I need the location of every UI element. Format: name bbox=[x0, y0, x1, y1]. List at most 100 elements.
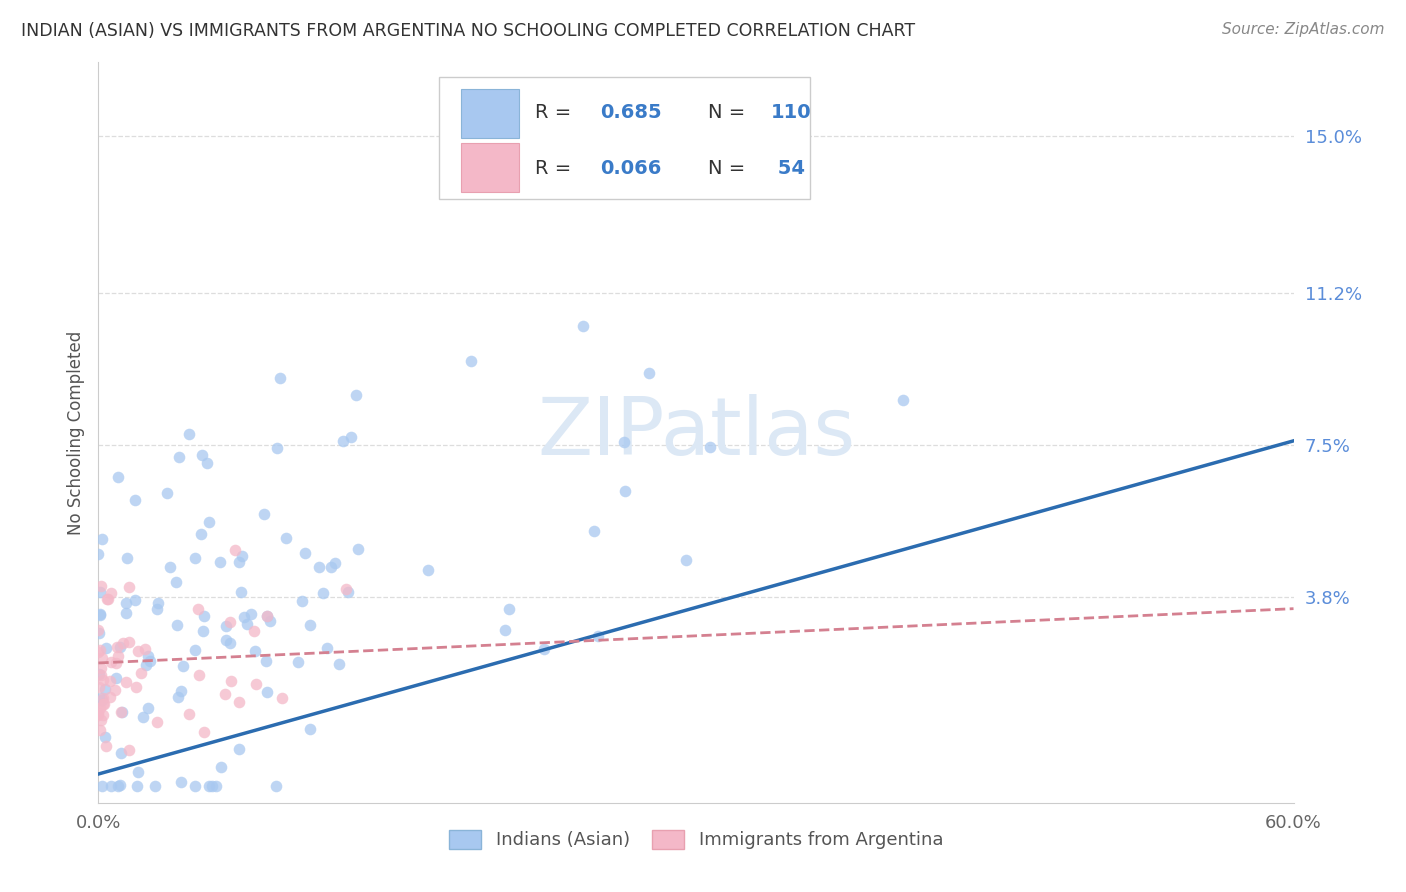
Point bbox=[572, 318, 595, 333]
Text: 110: 110 bbox=[772, 103, 811, 121]
Point bbox=[294, 546, 316, 560]
Point bbox=[148, 596, 170, 610]
Point bbox=[87, 706, 110, 721]
Point bbox=[205, 780, 228, 794]
Point bbox=[228, 555, 250, 569]
Point bbox=[215, 619, 238, 633]
Point bbox=[108, 778, 131, 792]
Point bbox=[270, 690, 292, 705]
Point bbox=[460, 354, 482, 368]
Y-axis label: No Schooling Completed: No Schooling Completed bbox=[66, 331, 84, 534]
Point bbox=[332, 434, 354, 449]
Point bbox=[91, 697, 114, 711]
Point bbox=[104, 671, 127, 685]
Point bbox=[98, 690, 121, 704]
Point bbox=[198, 780, 221, 794]
Point bbox=[219, 636, 242, 650]
Point bbox=[124, 493, 146, 508]
Point bbox=[146, 602, 169, 616]
Point bbox=[166, 574, 188, 589]
Point bbox=[264, 780, 287, 794]
Point bbox=[87, 547, 110, 561]
Point bbox=[219, 673, 242, 688]
Point bbox=[224, 543, 246, 558]
Point bbox=[91, 780, 114, 794]
Point bbox=[89, 607, 111, 622]
Point bbox=[179, 427, 201, 442]
Point bbox=[105, 640, 128, 654]
Text: ZIPatlas: ZIPatlas bbox=[537, 393, 855, 472]
Point bbox=[231, 549, 253, 563]
Point bbox=[94, 640, 117, 655]
Point bbox=[187, 601, 209, 615]
Point bbox=[638, 366, 661, 380]
Point bbox=[184, 551, 207, 566]
Point bbox=[93, 673, 115, 687]
Point bbox=[156, 486, 179, 500]
Point bbox=[89, 667, 111, 681]
Point bbox=[323, 556, 346, 570]
Point bbox=[193, 725, 215, 739]
Point bbox=[143, 780, 166, 794]
Point bbox=[298, 722, 321, 736]
Point bbox=[274, 531, 297, 545]
Point bbox=[256, 684, 278, 698]
Point bbox=[198, 515, 221, 529]
Point bbox=[87, 626, 110, 640]
Point bbox=[494, 623, 516, 637]
Point bbox=[582, 524, 605, 538]
Point bbox=[100, 780, 122, 794]
Point bbox=[344, 388, 367, 402]
Point bbox=[94, 681, 117, 696]
Point bbox=[98, 674, 121, 689]
Point bbox=[347, 541, 370, 556]
Point bbox=[89, 585, 111, 599]
Point bbox=[256, 609, 278, 624]
Point bbox=[107, 648, 129, 663]
Point bbox=[90, 714, 112, 728]
Point bbox=[184, 642, 207, 657]
Point bbox=[321, 560, 343, 574]
Point bbox=[170, 684, 193, 698]
Point bbox=[167, 450, 190, 465]
Point bbox=[245, 676, 267, 690]
Point bbox=[613, 435, 636, 450]
Point bbox=[112, 636, 135, 650]
Point bbox=[139, 654, 162, 668]
Point bbox=[259, 614, 281, 628]
Point bbox=[104, 682, 127, 697]
Point bbox=[90, 660, 112, 674]
Point bbox=[328, 657, 350, 671]
Point bbox=[93, 697, 115, 711]
Point bbox=[91, 651, 114, 665]
Point bbox=[100, 586, 122, 600]
Point bbox=[96, 592, 118, 607]
Point bbox=[177, 706, 200, 721]
Point bbox=[586, 629, 609, 643]
Point bbox=[209, 760, 232, 774]
Point bbox=[232, 610, 254, 624]
Point bbox=[91, 707, 114, 722]
Point bbox=[90, 668, 112, 682]
Text: R =: R = bbox=[534, 103, 576, 121]
Point bbox=[91, 690, 114, 705]
Point bbox=[117, 742, 139, 756]
Point bbox=[231, 584, 253, 599]
Point bbox=[118, 635, 141, 649]
Text: Source: ZipAtlas.com: Source: ZipAtlas.com bbox=[1222, 22, 1385, 37]
Point bbox=[208, 555, 231, 569]
Point bbox=[129, 666, 152, 681]
Point bbox=[91, 532, 114, 546]
Point bbox=[107, 469, 129, 483]
Point bbox=[339, 430, 361, 444]
Point bbox=[287, 655, 309, 669]
FancyBboxPatch shape bbox=[461, 143, 519, 192]
Point bbox=[146, 714, 169, 729]
Point bbox=[90, 690, 112, 705]
Point bbox=[675, 553, 697, 567]
Point bbox=[184, 780, 207, 794]
Point bbox=[253, 507, 276, 521]
Text: N =: N = bbox=[709, 159, 751, 178]
Point bbox=[115, 596, 138, 610]
Text: 0.066: 0.066 bbox=[600, 159, 662, 178]
